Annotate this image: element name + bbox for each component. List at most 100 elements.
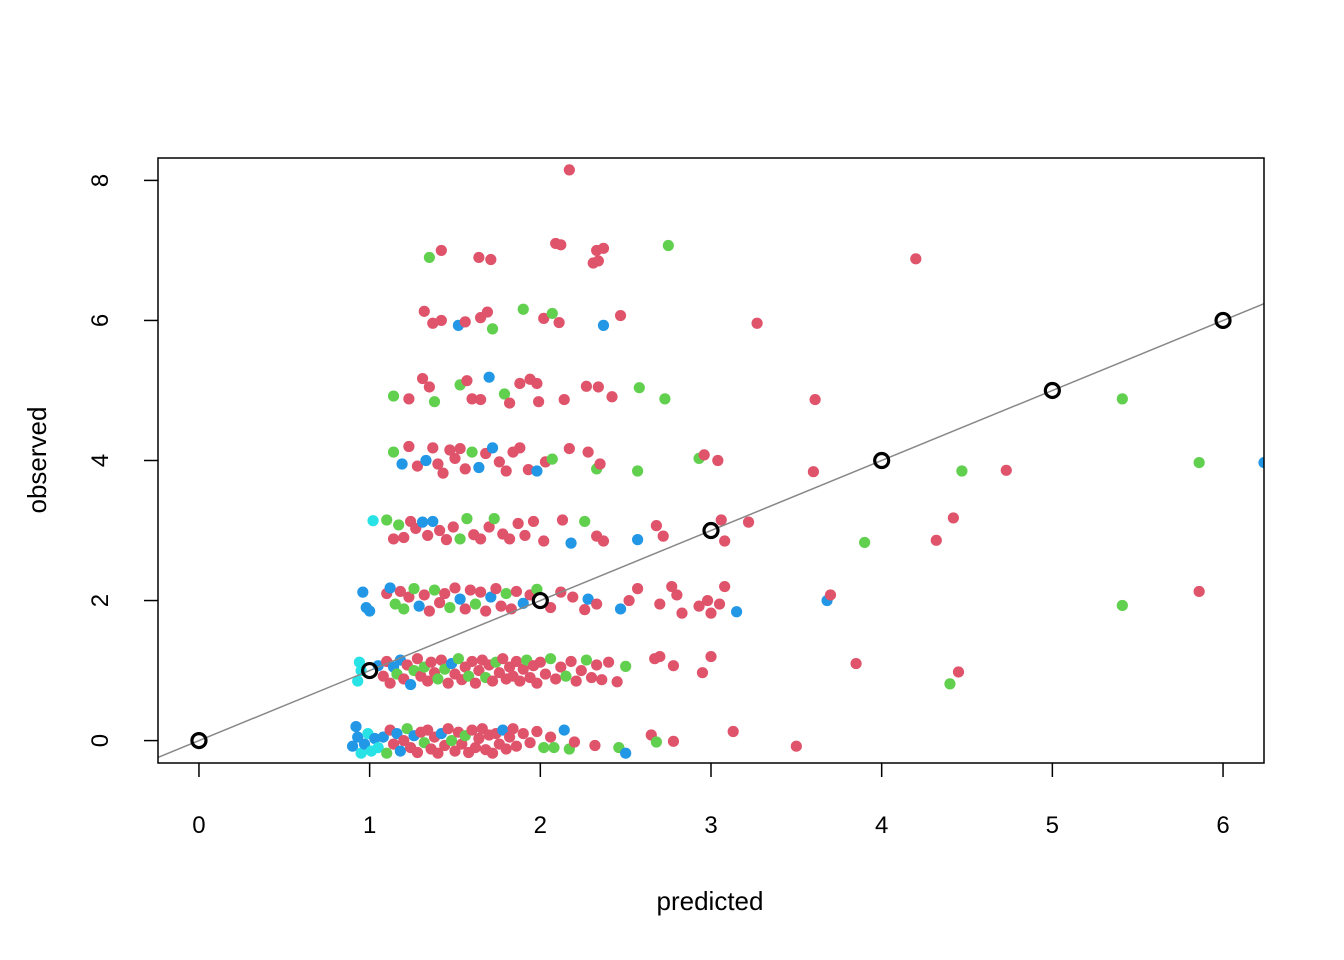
data-point-red (444, 444, 456, 456)
data-point-red (727, 725, 739, 738)
x-tick-label: 6 (1216, 812, 1229, 839)
data-point-red (459, 316, 471, 328)
data-point-red (473, 251, 485, 264)
data-point-red (538, 535, 550, 547)
data-point-blue (473, 461, 485, 474)
data-point-blue (396, 458, 408, 470)
data-point-red (580, 380, 593, 392)
data-point-red (398, 734, 410, 747)
data-point-red (440, 534, 453, 546)
data-point-red (486, 747, 499, 759)
mean-point (873, 451, 891, 470)
data-point-green (500, 587, 512, 600)
data-point-cyan (353, 656, 366, 668)
data-point-red (585, 671, 598, 684)
data-point-blue (416, 516, 429, 528)
data-point-red (807, 466, 820, 478)
data-point-red (403, 393, 415, 405)
data-point-blue (731, 606, 743, 618)
data-point-red (751, 317, 763, 329)
data-point-red (538, 312, 550, 324)
data-point-green (956, 465, 968, 477)
data-point-red (592, 255, 604, 267)
data-point-red (503, 731, 516, 743)
data-point-blue (352, 731, 364, 743)
data-point-red (592, 381, 604, 393)
data-point-red (403, 591, 415, 603)
data-point-blue (632, 534, 644, 546)
data-point-green (463, 670, 475, 682)
data-point-blue (384, 582, 396, 594)
data-point-red (705, 607, 717, 619)
x-tick-label: 2 (534, 812, 547, 839)
data-point-red (398, 531, 410, 544)
data-point-red (517, 663, 529, 675)
data-point-red (500, 465, 512, 477)
data-point-red (666, 580, 678, 593)
data-point-blue (369, 732, 381, 745)
x-tick-label: 3 (704, 812, 717, 839)
data-point-red (503, 533, 516, 545)
mean-point (190, 731, 208, 750)
data-point-green (401, 723, 413, 735)
reference-line (158, 302, 1264, 759)
data-point-red (790, 740, 802, 752)
data-point-red (809, 393, 821, 406)
data-point-blue (531, 465, 543, 477)
data-point-green (445, 734, 458, 747)
data-point-red (522, 464, 534, 476)
data-point-red (531, 377, 543, 390)
data-point-green (461, 513, 473, 525)
data-point-red (387, 533, 400, 545)
data-point-red (553, 316, 565, 329)
data-point-blue (405, 678, 417, 691)
data-point-red (533, 396, 545, 408)
data-point-red (910, 253, 922, 265)
data-point-green (486, 323, 499, 335)
data-point-red (423, 605, 435, 617)
y-axis-label: observed (22, 407, 52, 514)
data-point-green (632, 465, 644, 477)
plot-frame (157, 157, 1265, 764)
data-point-green (428, 396, 441, 408)
data-point-red (425, 656, 437, 668)
data-point-red (469, 677, 482, 689)
data-point-red (497, 653, 509, 665)
data-point-red (449, 582, 461, 594)
data-point-cyan (372, 741, 384, 754)
y-tick-label: 4 (87, 454, 114, 467)
data-point-green (387, 446, 400, 458)
data-point-green (1193, 457, 1205, 469)
data-point-red (435, 244, 447, 257)
data-point-red (527, 515, 540, 528)
data-point-red (464, 584, 476, 596)
mean-point (361, 661, 379, 680)
data-point-red (434, 524, 446, 537)
data-point-red (500, 743, 512, 755)
data-point-red (490, 583, 502, 595)
data-point-red (657, 530, 669, 542)
data-point-red (459, 463, 471, 475)
data-point-red (411, 653, 424, 665)
mean-point (531, 591, 549, 610)
data-point-red (654, 650, 666, 663)
data-point-green (859, 536, 871, 549)
data-point-red (384, 677, 396, 689)
data-point-red (517, 727, 529, 740)
data-point-blue (377, 731, 389, 743)
data-point-green (580, 654, 593, 666)
data-point-green (579, 515, 591, 528)
data-point-red (575, 664, 587, 677)
data-point-red (481, 306, 494, 318)
data-point-red (432, 747, 444, 759)
data-point-blue (486, 442, 499, 454)
data-point-blue (485, 591, 497, 603)
data-point-blue (565, 537, 577, 549)
data-point-red (447, 521, 459, 533)
x-axis: 0 1 2 3 4 5 6 (192, 763, 1230, 839)
data-point-red (565, 655, 577, 668)
data-point-red (435, 654, 447, 666)
data-point-green (546, 453, 558, 465)
data-point-green (393, 519, 405, 531)
